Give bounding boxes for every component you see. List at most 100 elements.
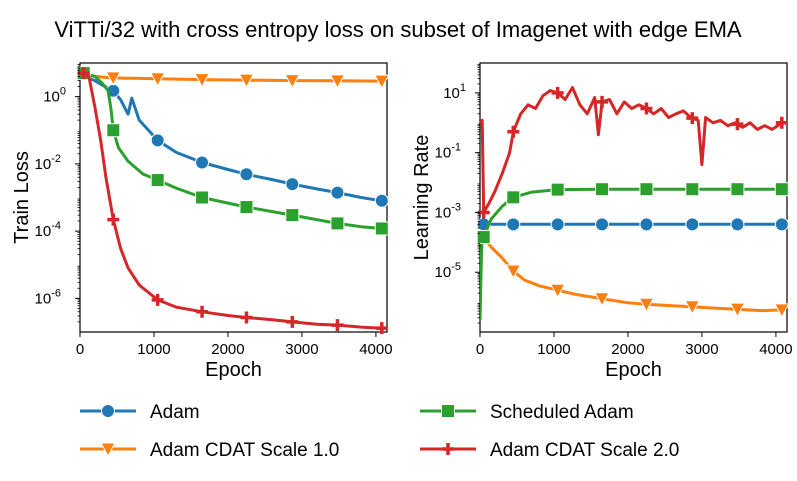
data-point-adam_cdat_2 [731,118,744,131]
data-point-scheduled_adam [150,173,165,188]
y-tick-label: 10-6 [35,287,61,307]
data-point-adam [330,185,345,200]
y-tick-exponent: -2 [51,153,61,165]
data-point-scheduled_adam [195,190,210,205]
learning-rate-x-axis-label: Epoch [605,359,662,381]
data-point-adam [195,155,210,170]
y-tick-exponent: 1 [460,82,466,94]
learning-rate-series-group [475,86,790,321]
learning-rate-plot-frame [479,62,788,333]
y-tick-base: 10 [35,156,52,173]
legend-marker-adam_cdat_2 [442,443,454,455]
legend-marker-adam_cdat_1 [100,442,116,458]
data-point-scheduled_adam [330,216,345,231]
data-point-adam_cdat_2 [107,213,120,226]
data-point-adam_cdat_1 [149,72,166,87]
data-point-scheduled_adam [550,182,565,197]
data-point-adam_cdat_1 [684,300,701,315]
data-point-adam [506,217,521,232]
data-point-adam [685,217,700,232]
learning-rate-y-axis-label: Learning Rate [411,135,433,261]
data-point-adam_cdat_1 [373,74,390,90]
y-tick-base: 10 [35,223,52,240]
data-point-adam_cdat_1 [105,71,122,86]
y-tick-exponent: -5 [451,261,461,273]
data-point-adam_cdat_1 [505,264,522,280]
data-point-scheduled_adam [730,182,745,197]
legend-item-adam: Adam [80,402,200,423]
x-tick-label: 2000 [211,341,244,358]
legend: Adam Scheduled Adam Adam CDAT Scale 1.0 … [80,402,679,461]
x-tick-label: 3000 [285,341,318,358]
y-tick-label: 10-4 [35,220,61,240]
y-tick-base: 10 [35,290,52,307]
series-line-scheduled_adam [83,71,382,230]
y-tick-label: 10-1 [435,142,461,162]
data-point-adam [730,217,745,232]
y-tick-label: 101 [443,82,466,102]
data-point-adam_cdat_2 [375,322,388,335]
x-tick-label: 1000 [537,341,570,358]
data-point-adam_cdat_1 [549,283,566,299]
data-point-adam [774,217,789,232]
data-point-adam_cdat_2 [151,293,164,306]
legend-marker-scheduled_adam [441,404,455,418]
y-tick-exponent: -6 [51,287,61,299]
legend-label-adam-cdat-scale-1: Adam CDAT Scale 1.0 [150,440,339,461]
train-loss-series-group [75,66,390,335]
legend-item-adam-cdat-scale-2: Adam CDAT Scale 2.0 [420,440,679,461]
data-point-adam_cdat_1 [638,297,655,313]
data-point-adam_cdat_2 [596,95,609,108]
learning-rate-x-ticks: 0 1000 2000 3000 4000 [476,332,793,358]
data-point-scheduled_adam [239,200,254,215]
train-loss-y-axis-label: Train Loss [11,151,33,244]
data-point-adam_cdat_2 [286,315,299,328]
y-tick-base: 10 [435,204,452,221]
x-tick-label: 0 [76,341,84,358]
y-tick-base: 10 [43,89,60,106]
y-tick-base: 10 [435,264,452,281]
legend-item-adam-cdat-scale-1: Adam CDAT Scale 1.0 [80,440,339,461]
data-point-adam_cdat_1 [284,74,301,89]
data-point-adam_cdat_1 [329,74,346,89]
x-tick-label: 1000 [137,341,170,358]
series-line-adam_cdat_2 [480,86,783,214]
data-point-adam_cdat_2 [331,319,344,332]
legend-label-adam: Adam [150,402,200,423]
series-line-adam [83,74,383,203]
legend-marker-adam [101,404,115,418]
y-tick-exponent: -1 [451,142,461,154]
legend-label-scheduled-adam: Scheduled Adam [490,402,634,423]
y-tick-label: 10-3 [435,201,461,221]
x-tick-label: 2000 [611,341,644,358]
train-loss-x-ticks: 0 1000 2000 3000 4000 [76,332,393,358]
data-point-adam [595,217,610,232]
y-tick-label: 10-2 [35,153,61,173]
data-point-adam_cdat_2 [551,86,564,99]
y-tick-base: 10 [443,85,460,102]
data-point-scheduled_adam [595,182,610,197]
y-tick-base: 10 [435,145,452,162]
data-point-adam_cdat_1 [594,292,610,307]
data-point-adam_cdat_1 [729,302,746,318]
data-point-scheduled_adam [285,208,300,223]
x-tick-label: 0 [476,341,484,358]
data-point-scheduled_adam [374,221,389,236]
data-point-scheduled_adam [639,182,654,197]
chart-title: ViTTi/32 with cross entropy loss on subs… [54,17,742,42]
legend-label-adam-cdat-scale-2: Adam CDAT Scale 2.0 [490,440,679,461]
data-point-adam [550,217,565,232]
data-point-scheduled_adam [476,230,491,245]
data-point-adam_cdat_2 [196,305,209,318]
y-tick-exponent: -3 [451,201,461,213]
data-point-adam [150,133,165,148]
data-point-adam_cdat_2 [240,311,253,324]
data-point-adam [374,193,389,208]
y-tick-label: 10-5 [435,261,461,281]
data-point-adam_cdat_2 [686,112,699,125]
